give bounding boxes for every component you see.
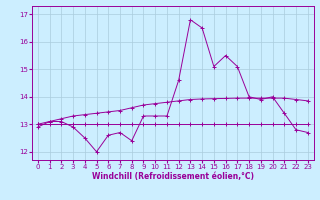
X-axis label: Windchill (Refroidissement éolien,°C): Windchill (Refroidissement éolien,°C) (92, 172, 254, 181)
